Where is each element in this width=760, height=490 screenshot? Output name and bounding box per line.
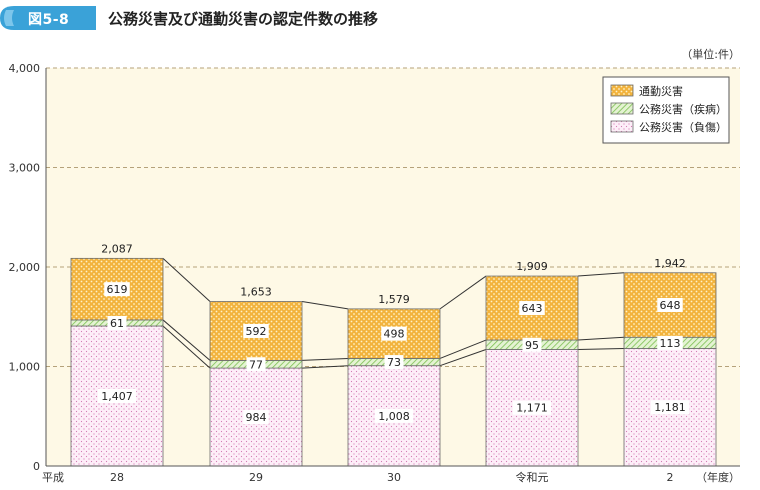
x-tick-label: 30 [387, 471, 401, 484]
figure-header: 図5-8 公務災害及び通勤災害の認定件数の推移 [0, 0, 760, 40]
connector-line [439, 339, 487, 359]
segment-label-bg [243, 410, 269, 425]
figure-number-badge [0, 6, 96, 30]
segment-label-bg [374, 408, 414, 423]
legend-label: 公務災害（疾病） [639, 102, 727, 116]
y-tick-label: 0 [33, 460, 40, 473]
segment-value-label: 1,171 [516, 402, 548, 415]
connector-line [577, 347, 625, 350]
connector-line [301, 357, 349, 361]
segment-value-label: 113 [660, 337, 681, 350]
unit-label: （単位:件） [681, 47, 740, 61]
connector-line [439, 349, 487, 367]
segment-value-label: 984 [246, 411, 267, 424]
segment-label-bg [246, 357, 266, 372]
total-value-label: 1,579 [378, 293, 410, 306]
segment-label-bg [243, 323, 269, 338]
segment-label-bg [384, 355, 404, 370]
segment-label-bg [519, 301, 545, 316]
segment-value-label: 498 [384, 328, 405, 341]
segment-value-label: 1,008 [378, 410, 410, 423]
segment-label-bg [650, 400, 690, 415]
connector-line [439, 275, 487, 310]
total-value-label: 2,087 [101, 242, 133, 255]
legend-swatch [610, 84, 634, 97]
y-tick-label: 1,000 [9, 361, 41, 374]
x-axis: 28 29 30 令和元 2 平成 （年度） [42, 470, 740, 484]
stacked-bar-chart: 1,407 61 619 984 77 592 1,008 73 498 1,171 95 643 1,… [9, 47, 740, 484]
connector-line [301, 301, 349, 310]
legend-label: 通勤災害 [639, 84, 683, 98]
connector-line [301, 365, 349, 369]
total-value-label: 1,909 [516, 260, 548, 273]
connector-line [162, 325, 211, 369]
segment-value-label: 61 [110, 317, 124, 330]
figure-title: 公務災害及び通勤災害の認定件数の推移 [108, 10, 379, 28]
segment-value-label: 73 [387, 356, 401, 369]
x-axis-prefix: 平成 [42, 471, 64, 484]
segment-label-bg [107, 315, 127, 330]
legend-swatch [610, 102, 634, 115]
connector-line [577, 272, 625, 277]
y-tick-label: 4,000 [9, 62, 41, 75]
connector-line [162, 319, 211, 361]
segment-label-bg [512, 400, 552, 415]
segment-label-bg [522, 337, 542, 352]
segment-value-label: 592 [246, 325, 267, 338]
legend-label: 公務災害（負傷） [639, 120, 727, 134]
y-tick-label: 3,000 [9, 162, 41, 175]
x-tick-label: 2 [667, 471, 674, 484]
y-axis: 0 1,000 2,000 3,000 4,000 [9, 62, 740, 473]
total-value-label: 1,653 [240, 286, 272, 299]
segment-value-label: 95 [525, 339, 539, 352]
segment-label-bg [381, 326, 407, 341]
connector-line [162, 257, 211, 302]
x-tick-label: 29 [249, 471, 263, 484]
segment-value-label: 619 [107, 283, 128, 296]
x-tick-label: 28 [110, 471, 124, 484]
segment-value-label: 1,407 [101, 390, 133, 403]
segment-label-bg [657, 298, 683, 313]
y-tick-label: 2,000 [9, 261, 41, 274]
legend-swatch [610, 120, 634, 133]
segment-value-label: 77 [249, 358, 263, 371]
connector-lines [162, 257, 625, 369]
figure-number: 図5-8 [28, 12, 70, 28]
segment-labels: 1,407 61 619 984 77 592 1,008 73 498 1,171 95 643 1,… [97, 282, 690, 425]
total-value-label: 1,942 [654, 257, 686, 270]
x-tick-label: 令和元 [516, 470, 549, 484]
segment-label-bg [97, 389, 137, 404]
segment-label-bg [657, 335, 683, 350]
segment-label-bg [104, 282, 130, 297]
segment-value-label: 643 [522, 302, 543, 315]
connector-line [577, 336, 625, 341]
segment-value-label: 648 [660, 299, 681, 312]
segment-value-label: 1,181 [654, 401, 686, 414]
x-axis-suffix: （年度） [696, 470, 740, 484]
total-labels: 2,087 1,653 1,579 1,909 1,942 [101, 242, 686, 306]
